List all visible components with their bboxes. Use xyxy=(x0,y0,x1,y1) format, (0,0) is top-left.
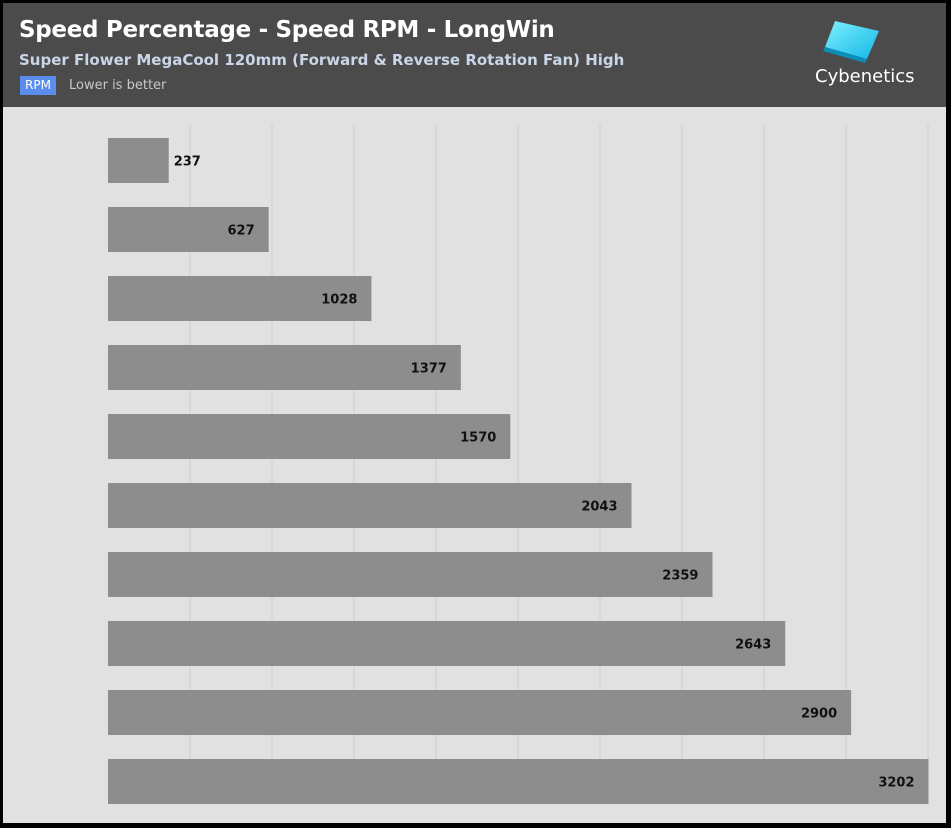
bar xyxy=(108,345,461,390)
bar xyxy=(108,207,269,252)
chart-header: Speed Percentage - Speed RPM - LongWin S… xyxy=(3,3,946,107)
cybenetics-logo: Cybenetics xyxy=(815,21,919,91)
chart-title: Speed Percentage - Speed RPM - LongWin xyxy=(19,17,555,43)
bar xyxy=(108,276,372,321)
bar-value-label: 2643 xyxy=(735,638,771,653)
bar-value-label: 2359 xyxy=(662,569,698,584)
bar xyxy=(108,138,169,183)
bar-value-label: 1377 xyxy=(411,362,447,377)
chart-frame: Speed Percentage - Speed RPM - LongWin S… xyxy=(3,3,946,823)
bar-value-label: 1570 xyxy=(460,431,496,446)
bar-value-label: 627 xyxy=(228,224,255,239)
lower-is-better-note: Lower is better xyxy=(69,78,167,93)
bar-value-label: 1028 xyxy=(321,293,357,308)
cybenetics-logo-text: Cybenetics xyxy=(815,66,915,87)
bar xyxy=(108,759,929,804)
bar xyxy=(108,483,632,528)
bar xyxy=(108,552,713,597)
bar-value-label: 2900 xyxy=(801,707,837,722)
bar-value-label: 3202 xyxy=(878,776,914,791)
bar-chart: 237 627 1028 1377 1570 2043 2359 2643 2900 3202 xyxy=(108,125,929,805)
bar xyxy=(108,414,511,459)
chart-subtitle: Super Flower MegaCool 120mm (Forward & R… xyxy=(19,51,625,69)
unit-badge: RPM xyxy=(20,76,56,95)
bar xyxy=(108,621,786,666)
bar-value-label: 237 xyxy=(174,155,201,170)
bar-value-label: 2043 xyxy=(581,500,617,515)
bar xyxy=(108,690,852,735)
cybenetics-logo-icon xyxy=(823,21,879,63)
